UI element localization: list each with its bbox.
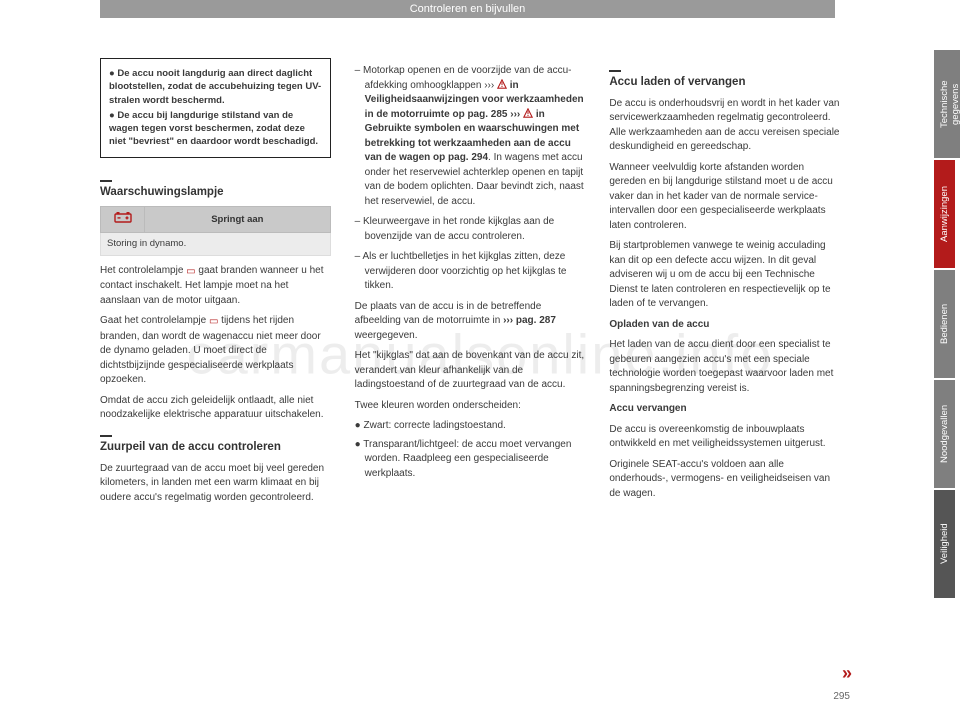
page-title: Controleren en bijvullen <box>100 0 835 18</box>
paragraph: De plaats van de accu is in de betreffen… <box>355 300 586 344</box>
subheading-text: Waarschuwingslampje <box>100 186 224 198</box>
page-number: 295 <box>833 691 850 702</box>
warning-box: ● De accu nooit langdurig aan direct dag… <box>100 58 331 158</box>
subheading-text: Zuurpeil van de accu controleren <box>100 441 281 453</box>
warning-item: ● De accu nooit langdurig aan direct dag… <box>109 67 322 107</box>
paragraph: De accu is overeenkomstig de inbouwplaat… <box>609 423 840 452</box>
battery-inline-icon: ▭ <box>186 265 195 280</box>
subheading-charge-replace: Accu laden of vervangen <box>609 70 840 91</box>
bullet-item: ● Zwart: correcte ladingstoestand. <box>355 419 586 434</box>
inline-heading: Opladen van de accu <box>609 318 840 333</box>
battery-icon <box>114 211 132 223</box>
paragraph: Het "kijkglas" dat aan de bovenkant van … <box>355 349 586 393</box>
table-header-label: Springt aan <box>145 207 331 233</box>
text: Gaat het controlelampje <box>100 315 209 326</box>
bullet-item: ● Transparant/lichtgeel: de accu moet ve… <box>355 438 586 482</box>
subheading-warning-lamp: Waarschuwingslampje <box>100 180 331 201</box>
continuation-mark: » <box>842 663 852 684</box>
text: – Motorkap openen en de voorzijde van de… <box>355 65 572 91</box>
warning-lamp-table: Springt aan Storing in dynamo. <box>100 206 331 256</box>
paragraph: Het controlelampje ▭ gaat branden wannee… <box>100 264 331 309</box>
list-item: – Motorkap openen en de voorzijde van de… <box>355 64 586 209</box>
paragraph: Originele SEAT-accu's voldoen aan alle o… <box>609 458 840 502</box>
warning-triangle-icon <box>497 79 507 89</box>
paragraph: Bij startproblemen vanwege te weinig acc… <box>609 239 840 312</box>
text-bold: ››› pag. 287 <box>503 315 556 326</box>
content-area: Controleren en bijvullen ● De accu nooit… <box>0 0 960 511</box>
text: weergegeven. <box>355 330 418 341</box>
list-item: – Als er luchtbelletjes in het kijkglas … <box>355 250 586 294</box>
paragraph: Omdat de accu zich geleidelijk ontlaadt,… <box>100 394 331 423</box>
paragraph: Gaat het controlelampje ▭ tijdens het ri… <box>100 314 331 388</box>
warning-item: ● De accu bij langdurige stilstand van d… <box>109 109 322 149</box>
battery-inline-icon: ▭ <box>209 315 218 330</box>
inline-heading: Accu vervangen <box>609 402 840 417</box>
paragraph: De accu is onderhoudsvrij en wordt in he… <box>609 97 840 155</box>
table-header-icon <box>101 207 145 233</box>
subheading-acid-level: Zuurpeil van de accu controleren <box>100 435 331 456</box>
paragraph: De zuurtegraad van de accu moet bij veel… <box>100 462 331 506</box>
paragraph: Wanneer veelvuldig korte afstanden worde… <box>609 161 840 234</box>
subheading-text: Accu laden of vervangen <box>609 76 745 88</box>
paragraph: Het laden van de accu dient door een spe… <box>609 338 840 396</box>
column-3: Accu laden of vervangen De accu is onder… <box>609 58 840 511</box>
page-root: carmanualsonline.info Controleren en bij… <box>0 0 960 708</box>
text: Het controlelampje <box>100 265 186 276</box>
column-2: – Motorkap openen en de voorzijde van de… <box>355 58 586 511</box>
warning-triangle-icon <box>523 108 533 118</box>
paragraph: Twee kleuren worden onderscheiden: <box>355 399 586 414</box>
column-1: ● De accu nooit langdurig aan direct dag… <box>100 58 331 511</box>
list-item: – Kleurweergave in het ronde kijkglas aa… <box>355 215 586 244</box>
table-row-cell: Storing in dynamo. <box>101 233 331 256</box>
